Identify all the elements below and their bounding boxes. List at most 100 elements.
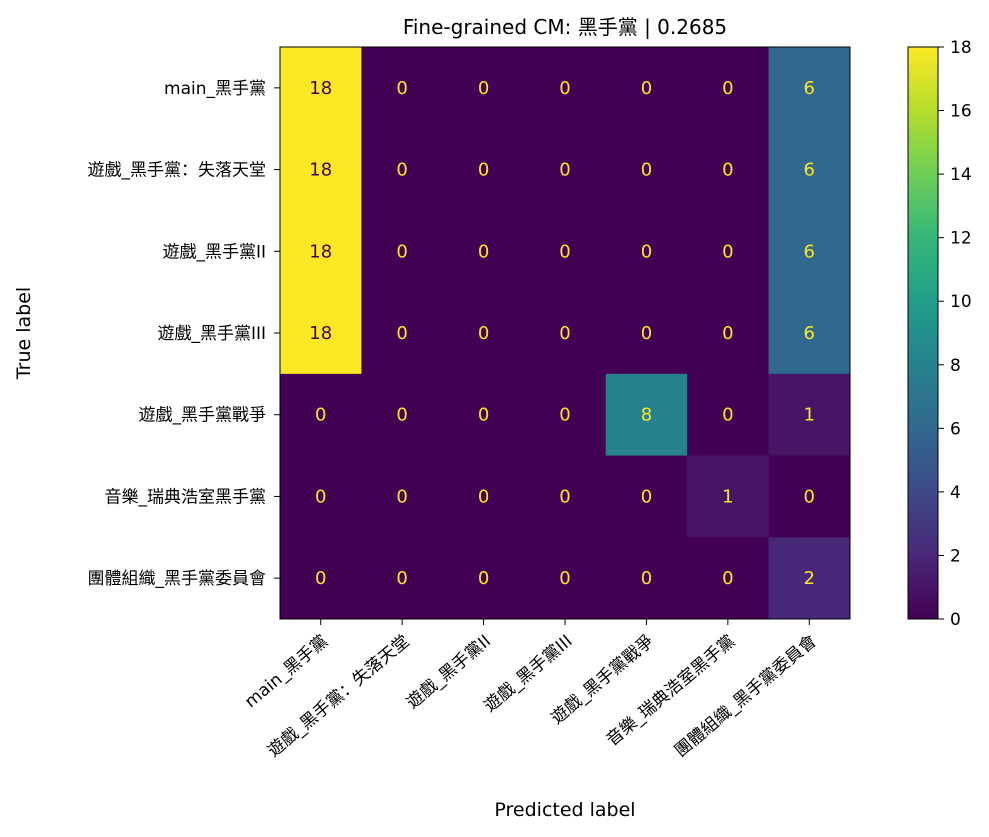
cell-value-label: 0	[478, 241, 489, 262]
heatmap-cell	[361, 210, 444, 293]
heatmap-cell	[361, 455, 444, 538]
cell-value-label: 0	[722, 160, 733, 181]
x-axis-ticks: main_黑手黨遊戲_黑手黨：失落天堂遊戲_黑手黨II遊戲_黑手黨III遊戲_黑…	[241, 619, 821, 761]
cell-value-label: 18	[309, 160, 332, 181]
heatmap-cell	[280, 128, 362, 211]
heatmap-cell	[524, 537, 607, 620]
heatmap-cell	[768, 47, 851, 130]
heatmap-cell	[768, 292, 851, 375]
heatmap-cell	[361, 128, 444, 211]
heatmap-cell	[605, 537, 688, 620]
heatmap-cell	[442, 210, 525, 293]
heatmap-cell	[768, 128, 851, 211]
heatmap-cell	[768, 373, 851, 457]
y-axis-label: True label	[13, 287, 35, 380]
cell-value-label: 0	[478, 160, 489, 181]
heatmap-cell	[280, 455, 362, 538]
colorbar-tick-label: 12	[950, 229, 972, 249]
x-tick-label: 團體組織_黑手黨委員會	[671, 631, 821, 761]
heatmap-cell	[442, 128, 525, 211]
heatmap-cell	[687, 537, 770, 620]
heatmap-cell	[442, 47, 525, 130]
colorbar-tick-label: 16	[950, 102, 972, 122]
cell-value-label: 8	[641, 405, 652, 426]
heatmap-cell	[605, 128, 688, 211]
cell-value-label: 0	[559, 160, 570, 181]
cell-value-label: 0	[396, 405, 407, 426]
heatmap-cell	[687, 373, 770, 457]
heatmap-cell	[605, 455, 688, 538]
x-tick-label: 遊戲_黑手黨：失落天堂	[264, 631, 414, 761]
heatmap-cell	[687, 47, 770, 130]
colorbar-tick-label: 2	[950, 546, 961, 566]
cell-value-label: 0	[641, 241, 652, 262]
heatmap-cell	[280, 210, 362, 293]
heatmap-cells: 18 0 0 0 0 0 6 18 0 0 0 0 0 6 18 0 0 0 0 0 6 18 0 0 0 0 0 6 0 0 0 0 8 0 1 0…	[280, 47, 851, 620]
heatmap-cell	[524, 455, 607, 538]
cell-value-label: 18	[309, 241, 332, 262]
cell-value-label: 0	[396, 486, 407, 507]
heatmap-cell	[687, 292, 770, 375]
cell-value-label: 0	[315, 486, 326, 507]
cell-value-label: 0	[722, 323, 733, 344]
heatmap-cell	[524, 210, 607, 293]
cell-value-label: 6	[804, 241, 815, 262]
colorbar-ticks: 0 2 4 6 8 10 12 14 16 18	[938, 38, 972, 630]
cell-value-label: 0	[559, 78, 570, 99]
heatmap-cell	[280, 537, 362, 620]
cell-value-label: 0	[722, 241, 733, 262]
heatmap-cell	[442, 373, 525, 457]
cell-value-label: 0	[641, 78, 652, 99]
plot-frame	[279, 46, 851, 620]
cell-value-label: 0	[641, 323, 652, 344]
cell-value-label: 0	[559, 323, 570, 344]
colorbar-tick-label: 0	[950, 610, 961, 630]
cell-value-label: 0	[396, 323, 407, 344]
colorbar-tick-label: 8	[950, 356, 961, 376]
cell-value-label: 0	[396, 568, 407, 589]
cell-value-label: 2	[804, 568, 815, 589]
cell-value-label: 0	[804, 486, 815, 507]
heatmap-cell	[442, 537, 525, 620]
colorbar-tick-label: 6	[950, 419, 961, 439]
y-tick-label: 音樂_瑞典浩室黑手黨	[105, 487, 267, 507]
cell-value-label: 0	[478, 486, 489, 507]
cell-value-label: 0	[559, 241, 570, 262]
cell-value-label: 0	[722, 568, 733, 589]
heatmap-cell	[280, 373, 362, 457]
cell-value-label: 0	[641, 486, 652, 507]
cell-value-label: 0	[315, 568, 326, 589]
heatmap-cell	[605, 210, 688, 293]
chart-title: Fine-grained CM: 黑手黨 | 0.2685	[403, 15, 727, 39]
cell-value-label: 1	[804, 405, 815, 426]
cell-value-label: 0	[396, 241, 407, 262]
cell-value-label: 0	[478, 405, 489, 426]
heatmap-cell	[524, 373, 607, 457]
heatmap-cell	[687, 128, 770, 211]
heatmap-cell	[768, 455, 851, 538]
heatmap-cell	[768, 537, 851, 620]
colorbar-gradient	[907, 46, 939, 620]
heatmap-cell	[605, 292, 688, 375]
cell-value-label: 0	[396, 160, 407, 181]
y-tick-label: 團體組織_黑手黨委員會	[88, 569, 267, 589]
cell-value-label: 0	[559, 486, 570, 507]
cell-value-label: 0	[722, 78, 733, 99]
y-tick-label: 遊戲_黑手黨：失落天堂	[88, 161, 267, 181]
colorbar-tick-label: 10	[950, 292, 972, 312]
heatmap-cell	[280, 292, 362, 375]
heatmap-cell	[361, 373, 444, 457]
cell-value-label: 18	[309, 78, 332, 99]
cell-value-label: 0	[641, 160, 652, 181]
heatmap-cell	[361, 537, 444, 620]
cell-value-label: 0	[559, 405, 570, 426]
cell-value-label: 0	[478, 568, 489, 589]
cell-value-label: 0	[641, 568, 652, 589]
cell-value-label: 0	[315, 405, 326, 426]
heatmap-cell	[442, 292, 525, 375]
colorbar-tick-label: 4	[950, 483, 961, 503]
heatmap-cell	[524, 47, 607, 130]
cell-value-label: 6	[804, 160, 815, 181]
